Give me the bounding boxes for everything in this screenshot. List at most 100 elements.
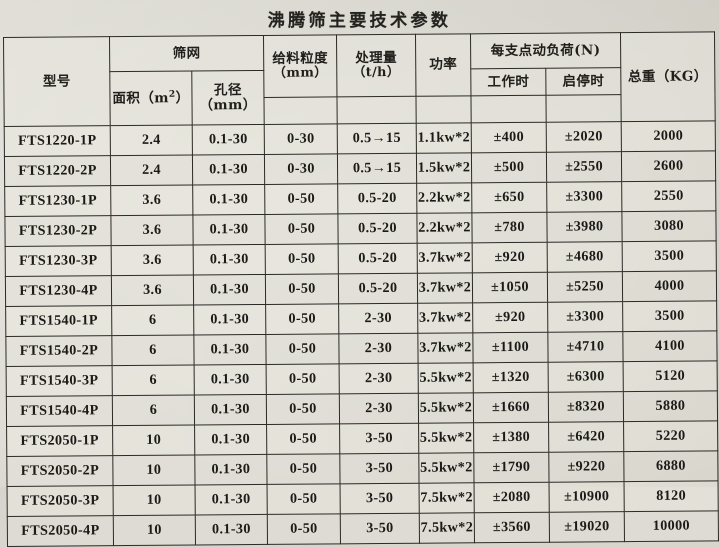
cell-area: 3.6 bbox=[111, 275, 194, 306]
cell-power: 3.7kw*2 bbox=[417, 242, 473, 274]
cell-working: ±780 bbox=[471, 212, 548, 243]
cell-power: 2.2kw*2 bbox=[416, 212, 473, 244]
cell-model: FTS2050-4P bbox=[7, 515, 114, 547]
col-header-screen-area-close: ） bbox=[175, 89, 190, 107]
cell-capacity: 2-30 bbox=[338, 333, 419, 364]
cell-model: FTS1540-3P bbox=[6, 365, 113, 397]
cell-model: FTS1230-1P bbox=[4, 185, 111, 217]
col-header-model: 型号 bbox=[3, 36, 111, 127]
cell-area: 6 bbox=[111, 335, 195, 366]
cell-startstop: ±8320 bbox=[548, 391, 624, 423]
cell-hole: 0.1-30 bbox=[192, 214, 266, 246]
cell-power: 3.7kw*2 bbox=[417, 272, 473, 304]
cell-area: 10 bbox=[113, 515, 196, 546]
col-header-load-startstop: 启停时 bbox=[545, 67, 621, 96]
cell-startstop: ±6300 bbox=[548, 361, 624, 393]
cell-startstop: ±19020 bbox=[549, 511, 625, 543]
table-header: 型号 筛网 给料粒度 （mm） 处理量 （t/h） 功率 每支点动负荷(N) 总… bbox=[3, 31, 716, 127]
cell-working: ±1660 bbox=[473, 392, 549, 423]
cell-model: FTS1220-1P bbox=[4, 125, 111, 157]
cell-model: FTS1230-2P bbox=[4, 215, 112, 247]
cell-model: FTS2050-1P bbox=[6, 425, 113, 457]
cell-capacity: 2-30 bbox=[339, 393, 419, 424]
cell-feed: 0-50 bbox=[265, 333, 340, 365]
cell-feed: 0-50 bbox=[266, 393, 340, 425]
col-header-load-startstop-spacer bbox=[545, 94, 622, 123]
cell-weight: 2600 bbox=[621, 150, 716, 182]
cell-capacity: 0.5-20 bbox=[337, 213, 418, 244]
cell-startstop: ±3300 bbox=[547, 301, 623, 333]
cell-model: FTS1220-2P bbox=[4, 155, 111, 187]
cell-area: 6 bbox=[112, 365, 195, 396]
cell-weight: 3500 bbox=[622, 240, 717, 272]
cell-weight: 5120 bbox=[623, 360, 718, 392]
cell-working: ±920 bbox=[472, 242, 548, 273]
cell-model: FTS1230-4P bbox=[5, 275, 112, 307]
cell-area: 6 bbox=[111, 305, 194, 336]
cell-weight: 8120 bbox=[624, 480, 719, 512]
cell-capacity: 0.5-20 bbox=[337, 183, 417, 214]
cell-feed: 0-30 bbox=[264, 153, 338, 185]
cell-power: 5.5kw*2 bbox=[418, 452, 475, 484]
col-header-capacity: 处理量 （t/h） bbox=[336, 34, 416, 97]
spec-table-wrapper: 型号 筛网 给料粒度 （mm） 处理量 （t/h） 功率 每支点动负荷(N) 总… bbox=[3, 31, 719, 547]
page-title: 沸腾筛主要技术参数 bbox=[0, 2, 719, 34]
col-header-power: 功率 bbox=[415, 33, 471, 97]
col-header-feed-size-unit: （mm） bbox=[273, 65, 328, 81]
cell-area: 2.4 bbox=[110, 125, 193, 156]
cell-weight: 3080 bbox=[621, 210, 717, 242]
cell-feed: 0-50 bbox=[265, 243, 339, 275]
cell-working: ±1380 bbox=[473, 422, 549, 453]
cell-model: FTS1540-2P bbox=[5, 335, 113, 367]
cell-area: 6 bbox=[112, 395, 195, 426]
cell-startstop: ±3300 bbox=[546, 181, 622, 213]
cell-working: ±1100 bbox=[472, 332, 549, 363]
cell-area: 10 bbox=[113, 485, 196, 516]
col-header-feed-size: 给料粒度 （mm） bbox=[263, 34, 337, 98]
cell-hole: 0.1-30 bbox=[192, 124, 265, 156]
col-header-load-group: 每支点动负荷(N) bbox=[470, 32, 621, 69]
cell-working: ±3560 bbox=[474, 512, 550, 543]
cell-power: 1.1kw*2 bbox=[416, 122, 472, 154]
cell-weight: 6880 bbox=[623, 450, 719, 482]
cell-startstop: ±2550 bbox=[546, 151, 622, 183]
cell-working: ±1050 bbox=[472, 272, 548, 303]
cell-model: FTS2050-2P bbox=[6, 455, 114, 487]
col-header-capacity-spacer bbox=[336, 96, 417, 124]
cell-model: FTS1540-1P bbox=[5, 305, 112, 337]
page-title-text: 沸腾筛主要技术参数 bbox=[267, 10, 452, 31]
col-header-capacity-unit: （t/h） bbox=[352, 64, 401, 81]
cell-hole: 0.1-30 bbox=[193, 304, 266, 336]
cell-feed: 0-50 bbox=[266, 453, 341, 485]
header-row-1: 型号 筛网 给料粒度 （mm） 处理量 （t/h） 功率 每支点动负荷(N) 总… bbox=[3, 31, 716, 127]
cell-feed: 0-50 bbox=[264, 213, 339, 245]
cell-capacity: 0.5→15 bbox=[337, 123, 417, 154]
cell-startstop: ±2020 bbox=[546, 121, 622, 153]
cell-working: ±400 bbox=[471, 122, 547, 153]
cell-power: 5.5kw*2 bbox=[418, 422, 474, 454]
cell-capacity: 0.5-20 bbox=[338, 273, 418, 304]
cell-hole: 0.1-30 bbox=[195, 484, 268, 516]
cell-capacity: 3-50 bbox=[339, 423, 419, 454]
cell-area: 10 bbox=[112, 455, 196, 486]
cell-startstop: ±10900 bbox=[549, 481, 625, 513]
cell-feed: 0-50 bbox=[266, 363, 340, 395]
col-header-screen-group: 筛网 bbox=[109, 35, 264, 72]
col-header-load-working-spacer bbox=[470, 95, 547, 123]
cell-area: 10 bbox=[112, 425, 195, 456]
cell-working: ±1320 bbox=[473, 362, 549, 393]
cell-feed: 0-50 bbox=[267, 483, 341, 515]
cell-model: FTS2050-3P bbox=[7, 485, 114, 517]
cell-area: 3.6 bbox=[111, 245, 194, 276]
cell-capacity: 3-50 bbox=[340, 483, 420, 514]
cell-weight: 3500 bbox=[622, 300, 717, 332]
cell-startstop: ±6420 bbox=[548, 421, 624, 453]
cell-capacity: 2-30 bbox=[338, 303, 418, 334]
cell-feed: 0-50 bbox=[265, 303, 339, 335]
table-row: FTS2050-4P 10 0.1-30 0-50 3-50 7.5kw*2 ±3560 ±1… bbox=[7, 510, 719, 547]
cell-startstop: ±9220 bbox=[548, 451, 625, 483]
cell-weight: 2550 bbox=[621, 180, 716, 212]
cell-hole: 0.1-30 bbox=[192, 184, 265, 216]
cell-feed: 0-50 bbox=[265, 273, 339, 305]
